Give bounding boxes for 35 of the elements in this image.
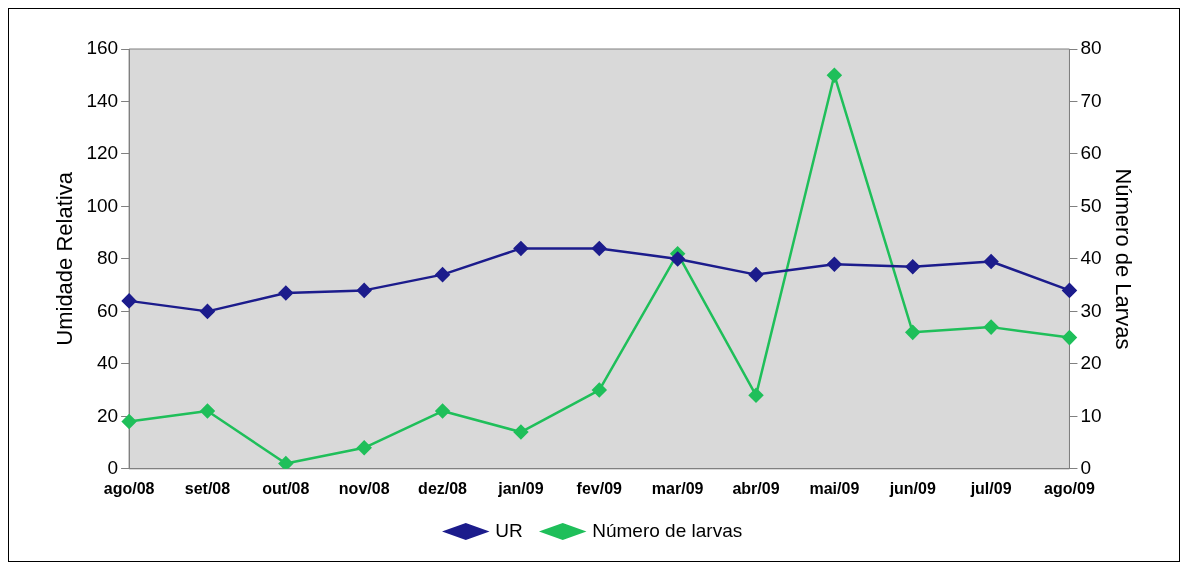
y-tick-label: 160 [86,37,119,59]
x-tick-label: mai/09 [809,479,860,497]
x-tick-label: set/08 [184,479,231,497]
y-tick-label: 20 [96,404,119,426]
x-tick-label: jan/09 [497,479,544,497]
y2-tick-label: 60 [1080,142,1102,164]
y-tick-label: 100 [86,194,119,216]
x-tick-label: mar/09 [651,479,704,497]
x-tick-label: jul/09 [969,479,1012,497]
y2-tick-label: 70 [1080,89,1102,111]
y2-tick-label: 80 [1080,37,1102,59]
y2-tick-label: 40 [1080,247,1102,269]
x-tick-label: ago/08 [103,479,155,497]
y2-tick-label: 0 [1080,457,1092,479]
y2-axis-title: Número de Larvas [1110,168,1136,350]
x-tick-label: abr/09 [732,479,780,497]
x-tick-label: dez/08 [418,479,468,497]
y-tick-label: 120 [86,142,119,164]
x-tick-label: ago/09 [1044,479,1095,497]
x-tick-label: nov/08 [338,479,390,497]
x-tick-label: out/08 [262,479,310,497]
y-tick-label: 80 [96,247,119,269]
y2-tick-label: 10 [1080,404,1102,426]
y2-tick-label: 20 [1080,352,1102,374]
y-tick-label: 60 [96,299,119,321]
y2-tick-label: 30 [1080,299,1102,321]
legend-label: Número de larvas [592,519,743,541]
y-tick-label: 0 [107,457,119,479]
y-tick-label: 40 [96,352,119,374]
y-axis-title: Umidade Relativa [52,171,78,346]
x-tick-label: jun/09 [888,479,936,497]
y-tick-label: 140 [86,89,119,111]
legend-label: UR [495,519,523,541]
y2-tick-label: 50 [1080,194,1102,216]
x-tick-label: fev/09 [576,479,623,497]
